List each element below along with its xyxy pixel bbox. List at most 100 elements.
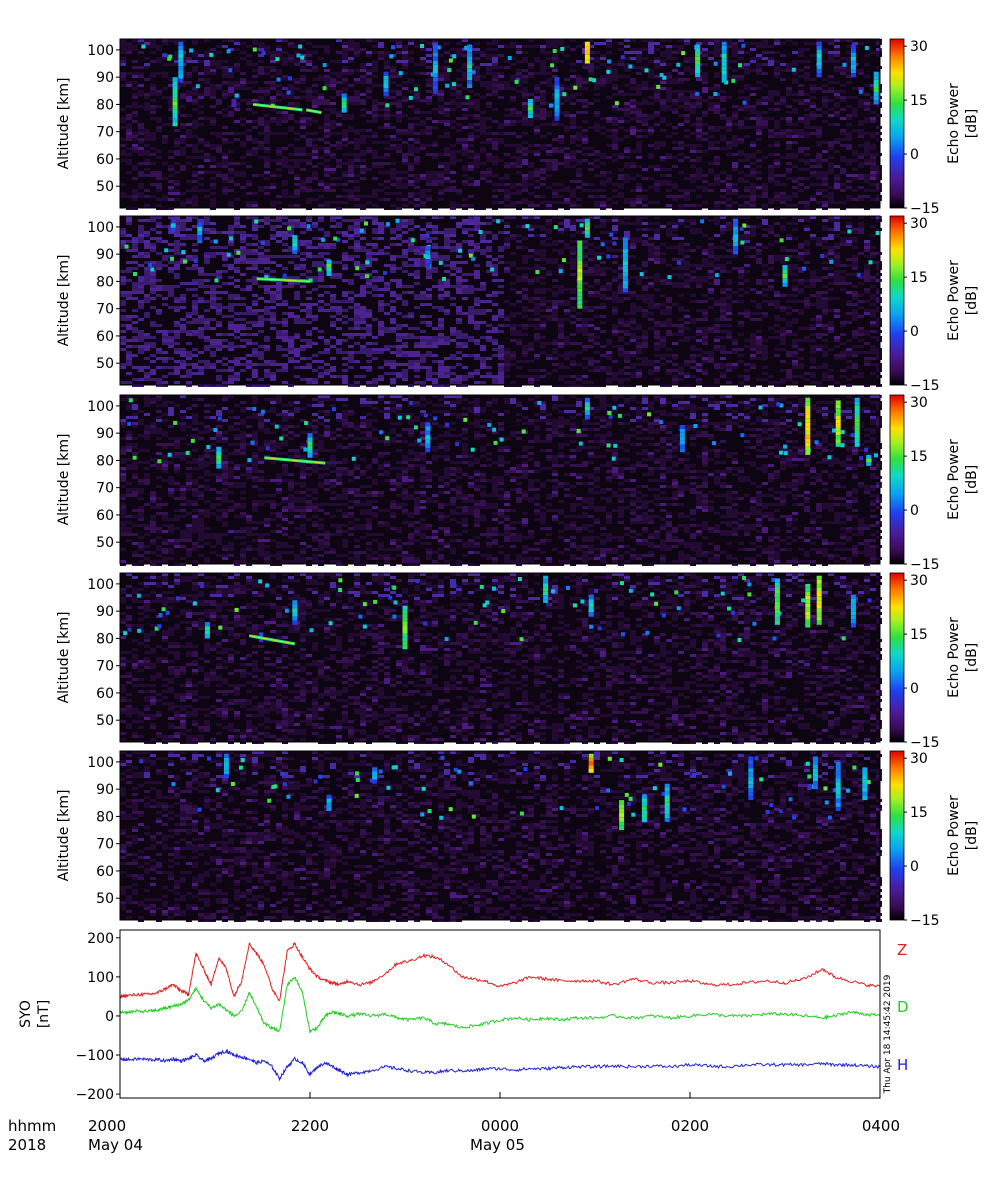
noise-cell bbox=[708, 291, 714, 294]
noise-cell bbox=[528, 144, 534, 147]
noise-cell bbox=[744, 105, 750, 108]
noise-cell bbox=[510, 45, 516, 48]
noise-cell bbox=[492, 141, 498, 144]
noise-cell bbox=[192, 264, 198, 267]
noise-cell bbox=[480, 288, 486, 291]
noise-cell bbox=[762, 222, 768, 225]
noise-cell bbox=[420, 144, 426, 147]
noise-cell bbox=[126, 279, 132, 282]
noise-cell bbox=[624, 120, 630, 123]
noise-cell bbox=[474, 51, 480, 54]
noise-cell bbox=[606, 219, 612, 222]
noise-cell bbox=[636, 93, 642, 96]
noise-cell bbox=[780, 69, 786, 72]
noise-cell bbox=[804, 219, 810, 222]
noise-cell bbox=[474, 123, 480, 126]
noise-cell bbox=[156, 222, 162, 225]
noise-cell bbox=[450, 99, 456, 102]
noise-cell bbox=[636, 102, 642, 105]
noise-cell bbox=[288, 204, 294, 207]
noise-cell bbox=[666, 48, 672, 51]
noise-cell bbox=[492, 108, 498, 111]
noise-cell bbox=[204, 171, 210, 174]
noise-cell bbox=[222, 114, 228, 117]
noise-cell bbox=[150, 285, 156, 288]
noise-cell bbox=[456, 141, 462, 144]
noise-cell bbox=[396, 225, 402, 228]
noise-cell bbox=[438, 90, 444, 93]
noise-cell bbox=[234, 102, 240, 105]
noise-cell bbox=[816, 156, 822, 159]
noise-cell bbox=[378, 126, 384, 129]
noise-cell bbox=[660, 108, 666, 111]
noise-cell bbox=[564, 165, 570, 168]
noise-cell bbox=[546, 45, 552, 48]
noise-cell bbox=[120, 57, 126, 60]
noise-cell bbox=[564, 99, 570, 102]
noise-cell bbox=[450, 216, 456, 219]
noise-cell bbox=[876, 261, 882, 264]
noise-cell bbox=[222, 72, 228, 75]
noise-cell bbox=[306, 162, 312, 165]
noise-cell bbox=[726, 129, 732, 132]
noise-cell bbox=[360, 285, 366, 288]
noise-cell bbox=[282, 189, 288, 192]
noise-cell bbox=[396, 129, 402, 132]
noise-cell bbox=[264, 138, 270, 141]
noise-cell bbox=[834, 234, 840, 237]
noise-cell bbox=[174, 276, 180, 279]
noise-cell bbox=[414, 159, 420, 162]
noise-cell bbox=[168, 267, 174, 270]
noise-cell bbox=[810, 117, 816, 120]
noise-cell bbox=[486, 180, 492, 183]
noise-cell bbox=[486, 255, 492, 258]
noise-cell bbox=[738, 270, 744, 273]
noise-cell bbox=[264, 48, 270, 51]
noise-cell bbox=[168, 102, 174, 105]
noise-cell bbox=[138, 279, 144, 282]
noise-cell bbox=[294, 282, 300, 285]
noise-cell bbox=[420, 39, 426, 42]
noise-cell bbox=[258, 120, 264, 123]
noise-cell bbox=[540, 195, 546, 198]
noise-cell bbox=[138, 90, 144, 93]
noise-cell bbox=[252, 138, 258, 141]
noise-cell bbox=[246, 135, 252, 138]
noise-cell bbox=[858, 153, 864, 156]
noise-cell bbox=[540, 258, 546, 261]
noise-cell bbox=[300, 150, 306, 153]
noise-cell bbox=[486, 216, 492, 219]
noise-cell bbox=[666, 51, 672, 54]
noise-cell bbox=[846, 273, 852, 276]
noise-cell bbox=[294, 264, 300, 267]
noise-cell bbox=[414, 246, 420, 249]
noise-cell bbox=[414, 177, 420, 180]
noise-cell bbox=[480, 132, 486, 135]
noise-cell bbox=[246, 204, 252, 207]
noise-cell bbox=[498, 255, 504, 258]
noise-cell bbox=[294, 138, 300, 141]
noise-cell bbox=[654, 75, 660, 78]
noise-cell bbox=[870, 216, 876, 219]
noise-cell bbox=[600, 267, 606, 270]
noise-cell bbox=[192, 144, 198, 147]
noise-cell bbox=[618, 255, 624, 258]
noise-cell bbox=[780, 249, 786, 252]
echo-column-cell bbox=[341, 108, 347, 113]
noise-cell bbox=[222, 93, 228, 96]
noise-cell bbox=[858, 186, 864, 189]
noise-cell bbox=[372, 132, 378, 135]
noise-cell bbox=[234, 84, 240, 87]
noise-cell bbox=[786, 153, 792, 156]
noise-cell bbox=[150, 264, 156, 267]
noise-cell bbox=[672, 195, 678, 198]
noise-cell bbox=[834, 111, 840, 114]
noise-cell bbox=[696, 42, 702, 45]
noise-cell bbox=[720, 246, 726, 249]
noise-cell bbox=[690, 279, 696, 282]
noise-cell bbox=[246, 63, 252, 66]
noise-cell bbox=[198, 282, 204, 285]
noise-cell bbox=[642, 198, 648, 201]
noise-cell bbox=[324, 147, 330, 150]
noise-cell bbox=[396, 117, 402, 120]
